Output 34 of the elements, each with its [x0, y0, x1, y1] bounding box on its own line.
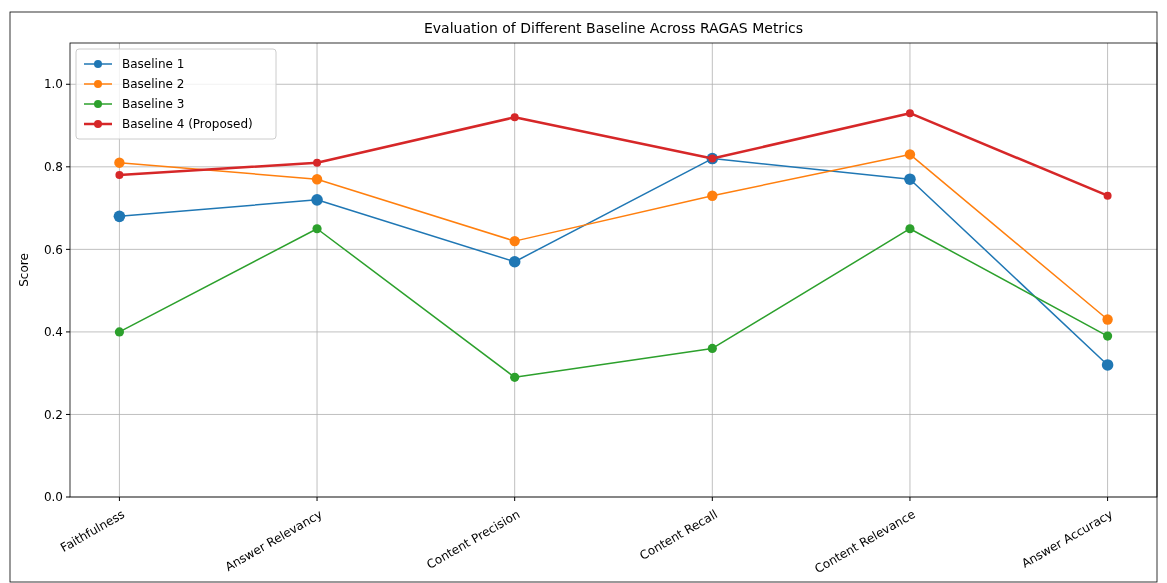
point	[1103, 191, 1112, 200]
point	[113, 210, 126, 223]
point	[1102, 314, 1113, 325]
y-tick-label: 1.0	[43, 77, 63, 92]
legend-label: Baseline 1	[122, 57, 185, 72]
point	[114, 157, 125, 168]
point	[707, 190, 718, 201]
point	[904, 173, 916, 185]
point	[707, 343, 717, 354]
legend-label: Baseline 2	[122, 77, 185, 92]
chart-title: Evaluation of Different Baseline Across RAGAS Metrics	[423, 20, 804, 36]
point	[905, 109, 914, 118]
y-tick-label: 0.2	[43, 407, 63, 422]
point	[904, 149, 916, 160]
point	[1101, 359, 1114, 371]
point	[1102, 331, 1113, 341]
point	[509, 235, 520, 247]
legend-label: Baseline 4 (Proposed)	[122, 117, 253, 132]
point	[311, 174, 323, 185]
point	[115, 171, 124, 180]
point	[313, 158, 322, 167]
point	[311, 194, 323, 206]
y-tick-label: 0.6	[43, 242, 63, 257]
point	[312, 224, 322, 234]
point	[508, 255, 521, 268]
point	[510, 113, 519, 122]
point	[510, 372, 520, 382]
point	[114, 327, 125, 337]
point	[905, 224, 915, 234]
y-tick-label: 0.4	[43, 325, 63, 340]
legend-label: Baseline 3	[122, 97, 185, 112]
y-axis-title: Score	[17, 253, 31, 287]
y-tick-label: 0.8	[43, 160, 63, 175]
y-tick-label: 0.0	[43, 490, 63, 505]
